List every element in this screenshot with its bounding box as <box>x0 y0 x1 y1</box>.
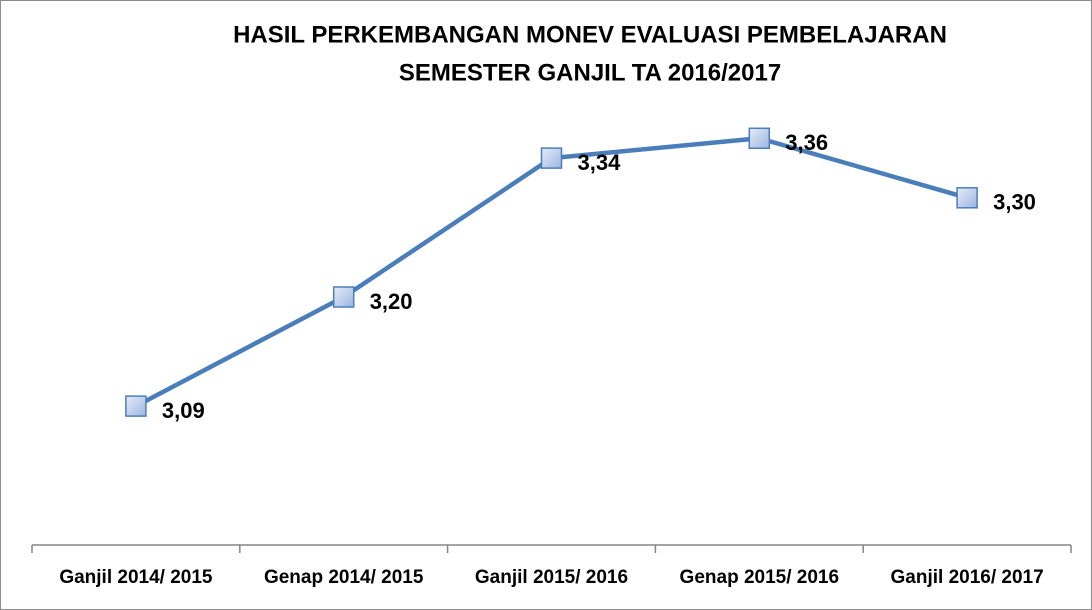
marker <box>125 395 147 417</box>
chart-title: SEMESTER GANJIL TA 2016/2017 <box>399 59 781 86</box>
data-label: 3,36 <box>785 130 828 155</box>
data-label: 3,30 <box>993 190 1036 215</box>
marker <box>332 286 355 308</box>
x-tick-label: Ganjil 2016/ 2017 <box>891 567 1044 588</box>
marker <box>748 127 771 150</box>
data-label: 3,34 <box>578 150 622 175</box>
chart-title: HASIL PERKEMBANGAN MONEV EVALUASI PEMBEL… <box>233 21 947 48</box>
data-label: 3,09 <box>162 398 205 423</box>
x-tick-label: Ganjil 2015/ 2016 <box>475 567 628 588</box>
x-tick-label: Genap 2014/ 2015 <box>264 567 424 588</box>
marker <box>956 187 978 209</box>
x-tick-label: Ganjil 2014/ 2015 <box>59 567 213 588</box>
x-tick-label: Genap 2015/ 2016 <box>680 567 840 588</box>
marker <box>540 147 563 169</box>
data-label: 3,20 <box>370 289 413 314</box>
